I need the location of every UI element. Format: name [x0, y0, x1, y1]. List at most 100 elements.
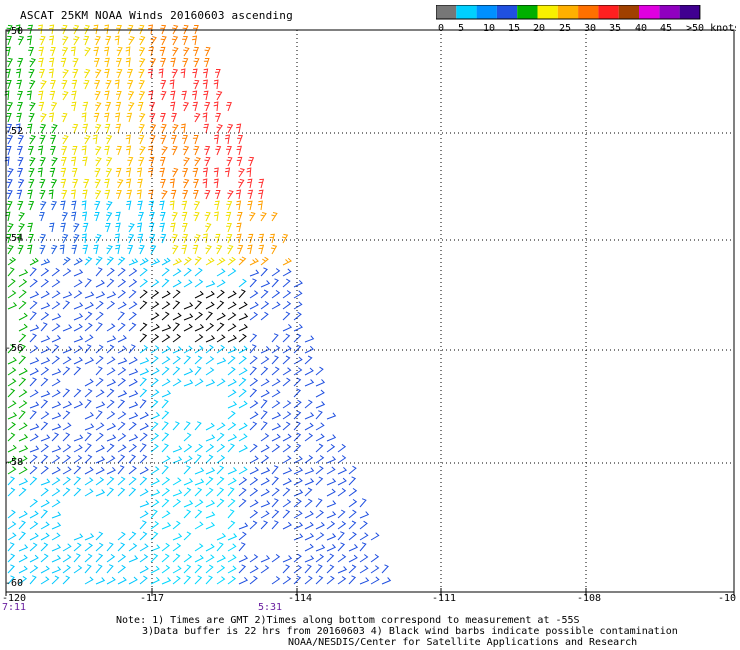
wind-barb: [106, 344, 115, 354]
wind-barb: [139, 531, 148, 541]
wind-barb: [160, 57, 167, 68]
wind-barb: [227, 268, 237, 277]
wind-barb: [49, 167, 56, 178]
wind-barb: [95, 422, 105, 431]
wind-barb: [249, 466, 259, 475]
wind-barb: [40, 576, 50, 585]
wind-barb: [106, 466, 116, 475]
wind-barb: [71, 200, 77, 211]
wind-barb: [304, 367, 314, 376]
wind-barb: [183, 379, 194, 387]
wind-barb: [216, 443, 226, 453]
wind-barb: [161, 410, 170, 420]
wind-barb: [238, 367, 248, 376]
wind-barb: [194, 345, 204, 354]
wind-barb: [271, 400, 281, 409]
wind-barb: [84, 576, 94, 585]
wind-barb: [39, 212, 45, 222]
wind-barb: [117, 411, 127, 420]
wind-barb: [238, 345, 248, 354]
wind-barb: [95, 279, 105, 288]
wind-barb: [260, 488, 270, 497]
wind-barb: [114, 35, 120, 46]
wind-barb: [192, 135, 199, 145]
legend-label: 30: [584, 23, 596, 33]
wind-barb: [117, 454, 126, 464]
wind-barb: [51, 378, 61, 387]
wind-barb: [29, 377, 37, 387]
wind-barb: [326, 488, 336, 497]
wind-barb: [203, 90, 209, 101]
wind-barb: [238, 498, 247, 508]
wind-barb: [128, 344, 136, 354]
wind-barb: [40, 335, 51, 343]
wind-barb: [227, 565, 237, 574]
wind-barb: [38, 46, 44, 57]
wind-barb: [139, 112, 146, 123]
lat-label-52: -52: [5, 126, 24, 137]
wind-barb: [95, 355, 104, 365]
wind-barb: [183, 323, 193, 332]
wind-barb: [260, 366, 269, 376]
wind-barb: [304, 498, 313, 508]
wind-barb: [271, 487, 280, 497]
wind-barb: [128, 555, 139, 563]
wind-barb: [227, 346, 238, 354]
wind-barb: [170, 101, 176, 112]
wind-barb: [227, 378, 237, 387]
wind-barb: [271, 465, 279, 475]
wind-barb: [192, 68, 198, 79]
wind-barb: [260, 444, 270, 453]
wind-barb: [194, 575, 203, 585]
wind-barb: [51, 566, 62, 574]
wind-barb: [94, 123, 102, 134]
wind-barb: [271, 433, 281, 442]
wind-barb: [50, 80, 56, 90]
wind-barb: [73, 553, 81, 563]
wind-barb: [293, 533, 304, 541]
wind-barb: [182, 189, 189, 200]
wind-barb: [28, 112, 35, 123]
wind-barb: [84, 135, 91, 145]
wind-barb: [16, 112, 22, 123]
wind-barb: [18, 531, 26, 541]
wind-barb: [40, 521, 50, 530]
wind-barb: [40, 80, 47, 90]
wind-barb: [205, 554, 215, 563]
wind-barb: [128, 301, 138, 310]
wind-barb: [337, 466, 348, 475]
wind-barb: [105, 101, 112, 112]
wind-barb: [117, 301, 127, 310]
wind-barb: [183, 575, 192, 585]
wind-barb: [193, 200, 201, 211]
legend-label: 10: [483, 23, 495, 33]
wind-barb: [17, 156, 24, 167]
wind-barb: [7, 532, 17, 541]
wind-barb: [181, 90, 187, 101]
wind-barb: [138, 244, 145, 255]
wind-barb: [105, 156, 113, 167]
wind-barb: [215, 145, 222, 156]
wind-barb: [161, 366, 170, 376]
wind-barb: [293, 443, 302, 453]
wind-barb: [29, 157, 36, 167]
wind-barb: [238, 554, 249, 563]
wind-barb: [205, 476, 214, 486]
wind-barb: [260, 520, 269, 530]
wind-barb: [29, 565, 39, 574]
wind-barb: [40, 377, 49, 387]
wind-barb: [315, 521, 325, 530]
wind-barb: [94, 79, 101, 90]
wind-barb: [39, 69, 45, 79]
wind-barb: [84, 411, 94, 420]
wind-barb: [183, 267, 192, 277]
wind-barb: [117, 421, 126, 431]
wind-barb: [205, 322, 215, 332]
wind-barb: [138, 79, 145, 90]
wind-barb: [227, 256, 236, 266]
wind-barb: [249, 344, 257, 354]
wind-barb: [17, 134, 24, 145]
wind-barb: [249, 443, 258, 453]
wind-barb: [161, 390, 172, 398]
wind-barb: [194, 300, 203, 310]
